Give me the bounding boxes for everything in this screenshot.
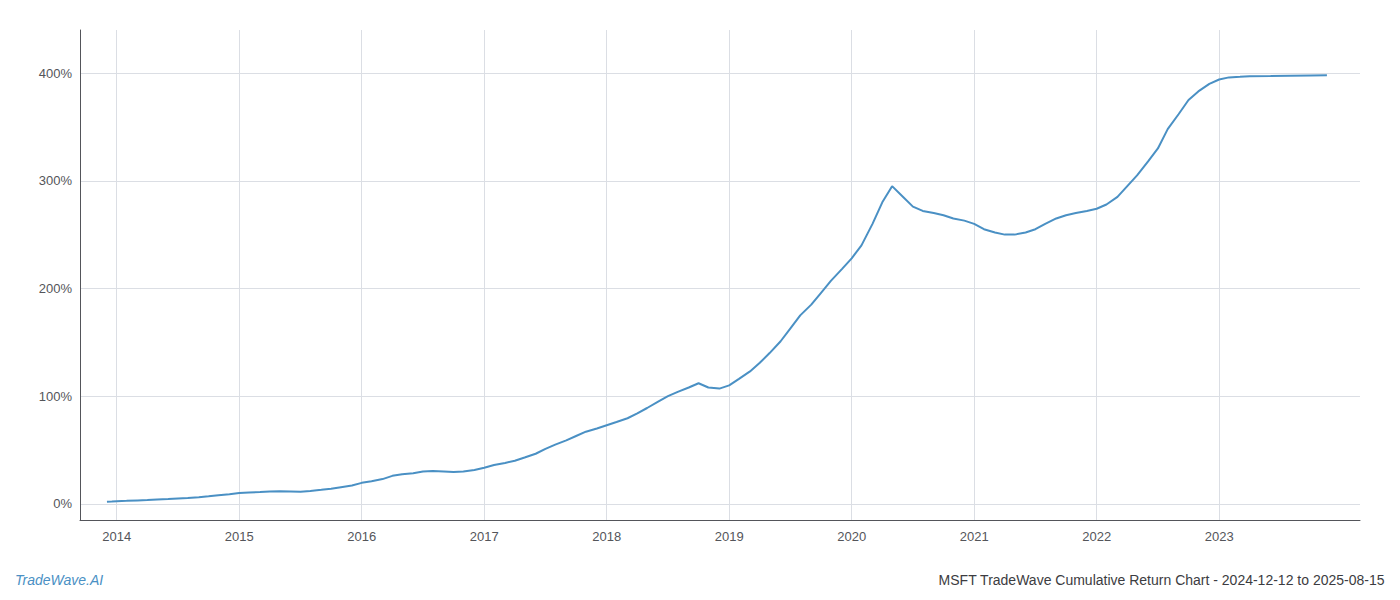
svg-text:2021: 2021 [960,529,989,544]
svg-text:2019: 2019 [715,529,744,544]
svg-text:200%: 200% [39,281,73,296]
svg-text:2018: 2018 [592,529,621,544]
svg-text:2020: 2020 [837,529,866,544]
svg-text:100%: 100% [39,389,73,404]
svg-text:2022: 2022 [1082,529,1111,544]
svg-text:TradeWave.AI: TradeWave.AI [15,572,103,588]
svg-text:2017: 2017 [470,529,499,544]
svg-text:2023: 2023 [1205,529,1234,544]
svg-text:MSFT TradeWave Cumulative Retu: MSFT TradeWave Cumulative Return Chart -… [939,572,1385,588]
svg-text:0%: 0% [53,496,72,511]
svg-text:2016: 2016 [347,529,376,544]
svg-text:2015: 2015 [225,529,254,544]
svg-text:400%: 400% [39,66,73,81]
svg-text:300%: 300% [39,173,73,188]
svg-text:2014: 2014 [102,529,131,544]
